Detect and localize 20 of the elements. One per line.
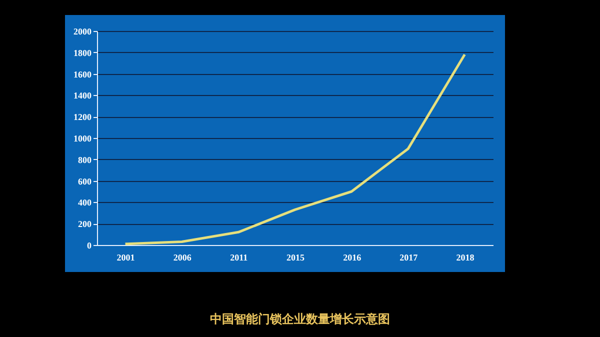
y-tick-label: 1600 [74, 69, 92, 80]
x-tick-label: 2011 [230, 252, 248, 262]
text: 中国智能门锁企业数量增长示意图 [209, 311, 391, 328]
y-tick-label: 200 [78, 219, 92, 230]
y-tick-label: 1200 [74, 112, 92, 122]
x-tick-label: 2006 [173, 252, 192, 262]
y-tick-label: 600 [78, 176, 92, 186]
y-tick-label: 800 [78, 154, 92, 165]
x-tick-label: 2018 [456, 252, 475, 262]
line-series [124, 53, 466, 246]
x-tick-label: 2015 [286, 252, 305, 262]
y-tick-label: 1400 [74, 90, 92, 101]
y-tick-label: 2000 [74, 26, 92, 36]
x-tick-label: 2001 [116, 252, 136, 262]
y-tick-label: 400 [78, 198, 92, 208]
y-tick-label: 1000 [74, 134, 92, 144]
x-tick-label: 2016 [343, 252, 362, 262]
y-tick-label: 0 [87, 240, 92, 250]
y-tick-label: 1800 [74, 48, 92, 58]
x-tick-label: 2017 [400, 252, 418, 262]
